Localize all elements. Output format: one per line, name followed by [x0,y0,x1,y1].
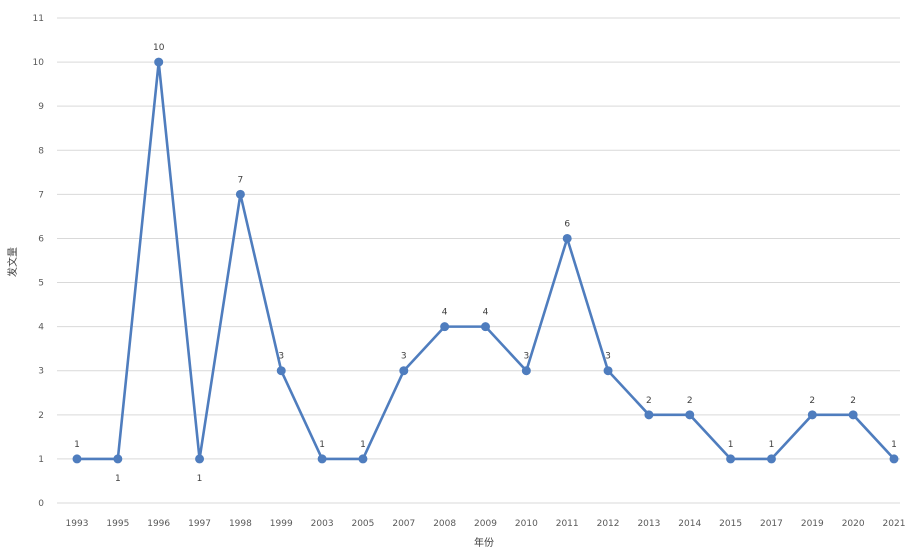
data-label: 3 [278,352,284,362]
x-tick-label: 2008 [433,519,456,529]
x-tick-label: 2007 [392,519,415,529]
data-point [685,410,695,420]
data-label: 1 [728,440,734,450]
data-point [603,366,613,376]
gridlines [57,17,900,504]
x-tick-label: 2011 [556,519,579,529]
y-tick-label: 8 [38,146,44,156]
y-tick-label: 4 [38,323,44,333]
data-labels: 1 1 10 1 7 3 1 1 3 4 4 3 6 3 2 2 1 1 2 2 1 [74,43,897,484]
x-tick-label: 2015 [719,519,742,529]
data-label: 3 [605,352,611,362]
y-axis-ticks: 0 1 2 3 4 5 6 7 8 9 10 11 [33,14,45,509]
x-tick-label: 2021 [883,519,906,529]
data-point [113,454,123,464]
data-point [726,454,736,464]
data-label: 3 [401,352,407,362]
y-tick-label: 11 [33,14,44,24]
x-tick-label: 2020 [842,519,865,529]
x-tick-label: 1998 [229,519,252,529]
data-label: 2 [809,396,815,406]
data-point [562,233,572,243]
data-point [195,454,205,464]
data-point [889,454,899,464]
data-point [276,366,286,376]
x-tick-label: 1997 [188,519,211,529]
data-label: 6 [564,219,570,229]
data-point [521,366,531,376]
data-point [399,366,409,376]
y-tick-label: 9 [38,102,44,112]
x-tick-label: 2009 [474,519,497,529]
x-tick-label: 1995 [106,519,129,529]
data-label: 2 [687,396,693,406]
x-tick-label: 2013 [637,519,660,529]
data-point [807,410,817,420]
y-tick-label: 1 [38,455,44,465]
x-tick-label: 1993 [66,519,89,529]
data-point [440,322,450,332]
data-point [766,454,776,464]
y-tick-label: 2 [38,411,44,421]
data-label: 3 [523,352,529,362]
data-label: 2 [850,396,856,406]
y-tick-label: 7 [38,190,44,200]
x-tick-label: 1999 [270,519,293,529]
data-label: 1 [319,440,325,450]
x-tick-label: 2017 [760,519,783,529]
data-label: 10 [153,43,165,53]
data-label: 1 [769,440,775,450]
x-tick-label: 1996 [147,519,170,529]
data-label: 1 [197,474,203,484]
x-tick-label: 2019 [801,519,824,529]
x-tick-label: 2012 [597,519,620,529]
y-axis-title: 发文量 [6,247,19,277]
x-axis-title: 年份 [474,536,494,549]
data-point [481,322,490,332]
x-tick-label: 2005 [351,519,374,529]
data-point [644,410,654,420]
data-label: 1 [891,440,897,450]
data-label: 4 [483,308,489,318]
y-tick-label: 10 [33,58,45,68]
data-label: 4 [442,308,448,318]
data-label: 1 [115,474,121,484]
data-point [235,189,245,199]
y-tick-label: 6 [38,234,44,244]
x-tick-label: 2014 [678,519,701,529]
y-tick-label: 5 [38,279,44,289]
series-group [72,57,899,464]
series-line [77,60,895,461]
data-point [317,454,327,464]
data-label: 7 [238,175,244,185]
data-point [358,454,368,464]
data-label: 2 [646,396,652,406]
y-tick-label: 3 [38,367,44,377]
data-point [72,454,82,464]
data-point [154,57,164,67]
data-label: 1 [74,440,80,450]
data-point [848,410,858,420]
x-tick-label: 2010 [515,519,538,529]
x-tick-label: 2003 [311,519,334,529]
data-label: 1 [360,440,366,450]
x-axis-ticks: 1993 1995 1996 1997 1998 1999 2003 2005 2007 2008… [66,519,906,529]
y-tick-label: 0 [38,499,44,509]
